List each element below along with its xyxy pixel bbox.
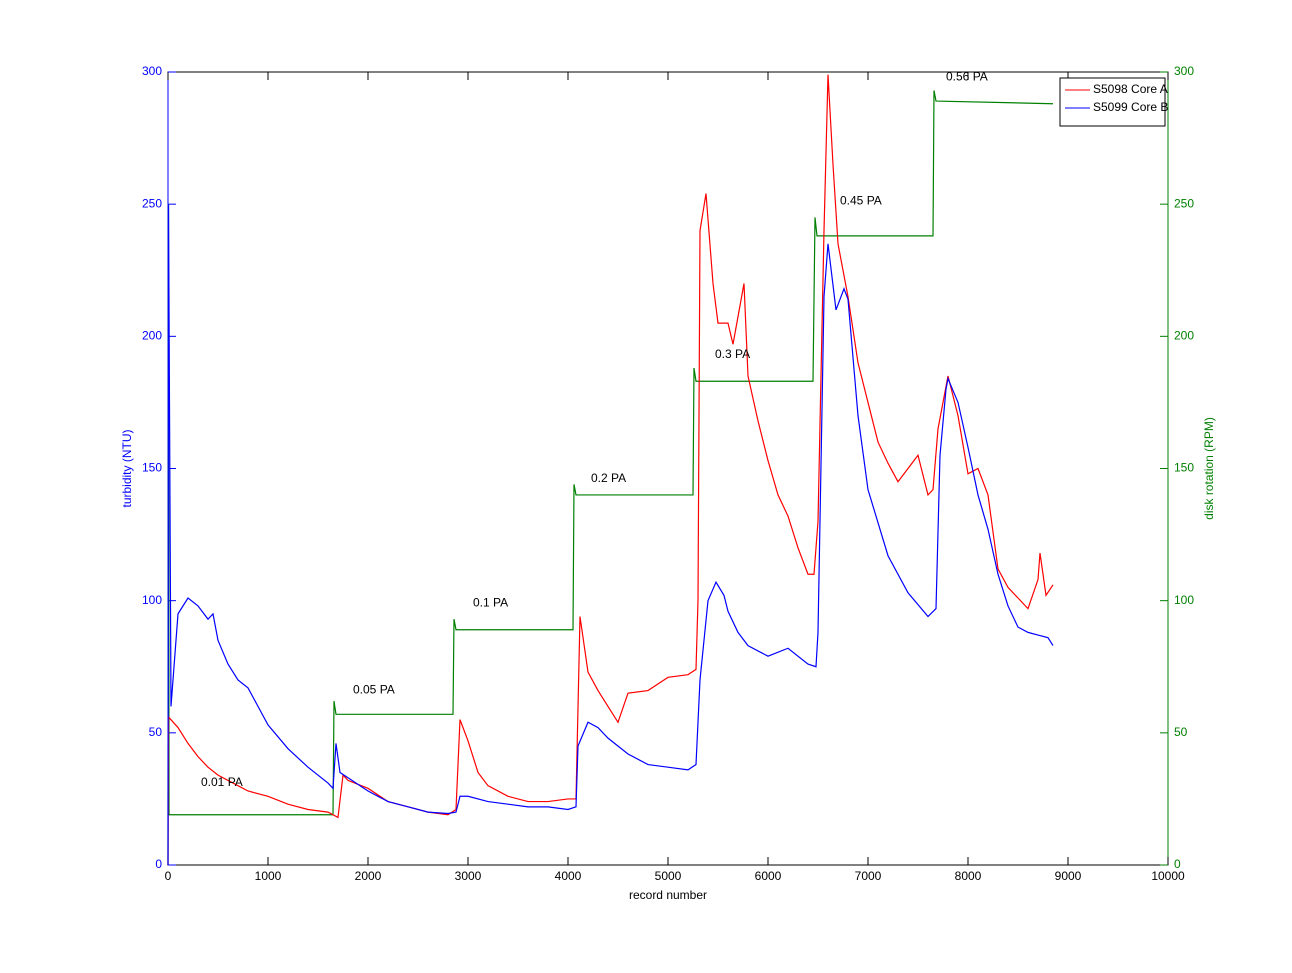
y2-tick-label: 200 bbox=[1174, 329, 1194, 343]
x-tick-label: 5000 bbox=[655, 869, 682, 883]
y2-axis-label: disk rotation (RPM) bbox=[1202, 417, 1216, 520]
y-tick-label: 50 bbox=[149, 725, 163, 739]
legend-label: S5099 Core B bbox=[1093, 100, 1168, 114]
y-tick-label: 100 bbox=[142, 593, 162, 607]
x-tick-label: 9000 bbox=[1055, 869, 1082, 883]
annotation: 0.01 PA bbox=[201, 775, 243, 789]
annotation: 0.45 PA bbox=[840, 194, 882, 208]
y-tick-label: 300 bbox=[142, 64, 162, 78]
y2-tick-label: 50 bbox=[1174, 725, 1188, 739]
x-tick-label: 6000 bbox=[755, 869, 782, 883]
x-tick-label: 10000 bbox=[1151, 869, 1185, 883]
annotation: 0.05 PA bbox=[353, 683, 395, 697]
y-tick-label: 200 bbox=[142, 329, 162, 343]
y2-tick-label: 0 bbox=[1174, 857, 1181, 871]
data-line bbox=[167, 74, 1054, 866]
x-tick-label: 8000 bbox=[955, 869, 982, 883]
annotation: 0.1 PA bbox=[473, 595, 508, 609]
x-tick-label: 3000 bbox=[455, 869, 482, 883]
x-axis-label: record number bbox=[629, 888, 707, 902]
legend-box bbox=[1059, 77, 1166, 127]
y-tick-label: 150 bbox=[142, 461, 162, 475]
y-tick-label: 250 bbox=[142, 196, 162, 210]
y-tick-label: 0 bbox=[155, 857, 162, 871]
annotation: 0.3 PA bbox=[715, 347, 750, 361]
x-tick-label: 1000 bbox=[255, 869, 282, 883]
data-line bbox=[167, 90, 1054, 866]
legend-label: S5098 Core A bbox=[1093, 82, 1168, 96]
annotation: 0.56 PA bbox=[946, 69, 988, 83]
y2-tick-label: 150 bbox=[1174, 461, 1194, 475]
x-tick-label: 7000 bbox=[855, 869, 882, 883]
data-line bbox=[167, 204, 1054, 866]
x-tick-label: 2000 bbox=[355, 869, 382, 883]
x-tick-label: 0 bbox=[165, 869, 172, 883]
y-axis-label: turbidity (NTU) bbox=[120, 429, 134, 507]
y2-tick-label: 250 bbox=[1174, 196, 1194, 210]
x-tick-label: 4000 bbox=[555, 869, 582, 883]
y2-tick-label: 300 bbox=[1174, 64, 1194, 78]
y2-tick-label: 100 bbox=[1174, 593, 1194, 607]
annotation: 0.2 PA bbox=[591, 471, 626, 485]
